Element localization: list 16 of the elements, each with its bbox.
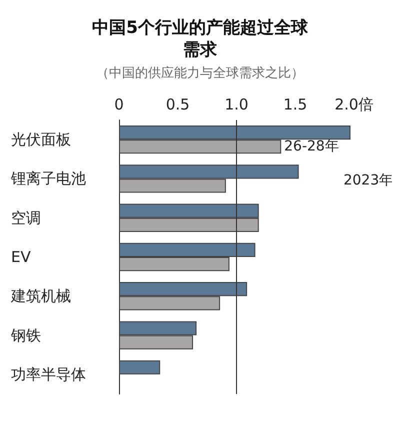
x-tick-label: 2.0倍 [334,96,374,114]
x-tick-label: 0 [114,96,124,114]
y-tick-label: EV [11,248,32,266]
series-label: 26-28年 [284,138,339,155]
chart-subtitle: （中国的供应能力与全球需求之比） [96,65,304,81]
y-tick-label: 空调 [11,208,41,227]
y-tick-label: 光伏面板 [11,130,71,149]
y-tick-label: 建筑机械 [10,287,71,306]
x-tick-label: 1.5 [283,96,308,114]
chart-title: 中国5个行业的产能超过全球需求 [92,18,309,60]
bar [119,360,160,374]
y-tick-label: 钢铁 [10,326,41,344]
y-tick-label: 锂离子电池 [10,170,86,188]
x-tick-label: 0.5 [166,96,190,114]
x-tick-label: 1.0 [224,96,248,114]
y-tick-label: 功率半导体 [11,365,86,384]
